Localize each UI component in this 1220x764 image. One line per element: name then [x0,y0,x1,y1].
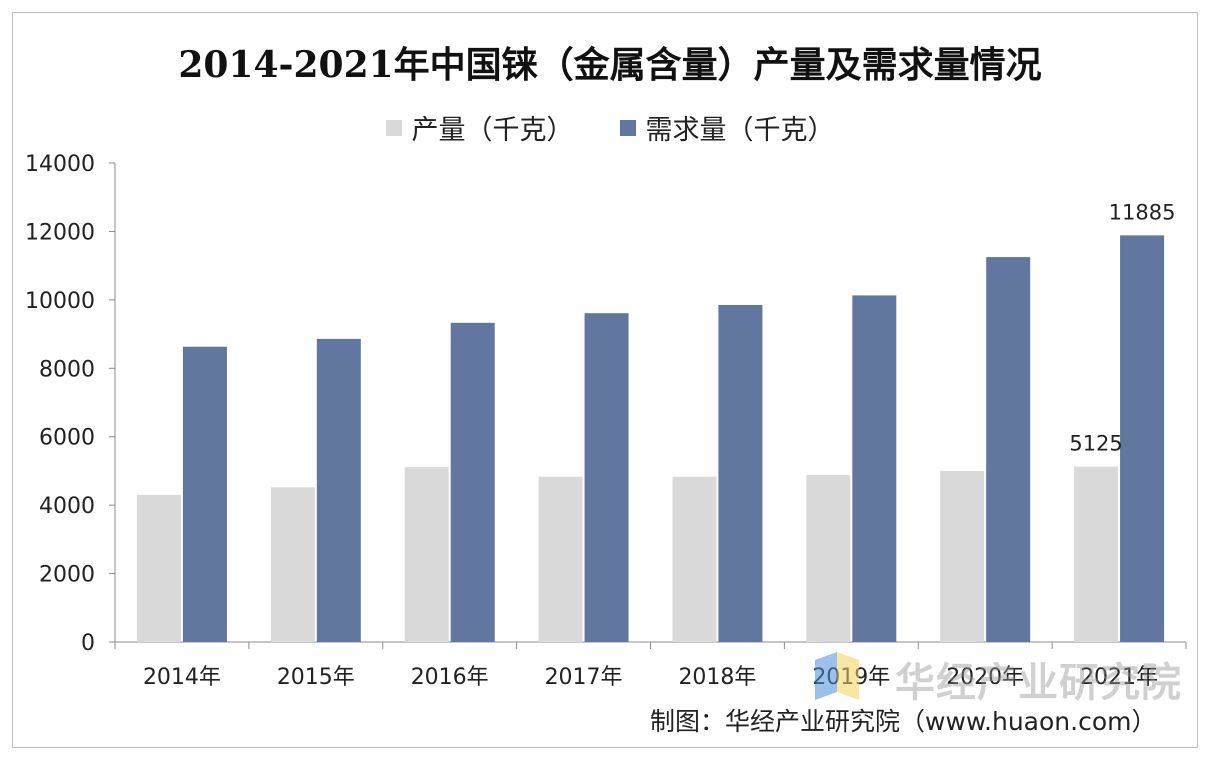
bar-production [270,487,315,642]
data-label: 11885 [1109,200,1176,224]
watermark-logo [815,652,877,700]
bar-production [538,476,583,642]
legend-swatch-demand [619,119,636,136]
x-tick-label: 2016年 [411,665,489,690]
chart-title: 2014-2021年中国铼（金属含量）产量及需求量情况 [178,44,1042,86]
x-tick-label: 2015年 [277,665,355,690]
bar-demand [986,257,1031,642]
legend-swatch-production [385,119,402,136]
data-label: 5125 [1069,432,1122,456]
x-tick-label: 2018年 [678,665,756,690]
bar-demand [182,346,227,642]
x-tick-label: 2021年 [1080,665,1158,690]
bar-demand [584,313,629,642]
chart-frame [12,12,1198,748]
bar-production [806,475,851,642]
legend-label-production: 产量（千克） [411,115,574,146]
y-tick-label: 0 [81,631,95,656]
bar-demand [852,295,897,642]
bar-production [404,467,449,642]
source-note: 制图：华经产业研究院（www.huaon.com） [650,707,1157,736]
y-tick-label: 2000 [39,563,95,588]
bar-demand [1120,235,1165,642]
y-tick-label: 8000 [39,357,95,382]
y-tick-label: 4000 [39,494,95,519]
bar-demand [718,304,763,642]
y-tick-label: 14000 [25,152,95,177]
bar-production [672,476,717,642]
y-tick-label: 12000 [25,220,95,245]
y-tick-label: 6000 [39,426,95,451]
x-tick-label: 2017年 [545,665,623,690]
legend-item-production: 产量（千克） [385,108,574,147]
bar-demand [316,338,361,642]
bar-production [136,494,181,642]
legend-item-demand: 需求量（千克） [619,108,835,147]
bar-production [1074,466,1119,642]
watermark-text: 华经产业研究院 [895,660,1182,706]
legend-label-demand: 需求量（千克） [645,115,835,146]
bar-production [940,470,985,642]
x-tick-label: 2014年 [143,665,221,690]
chart-legend: 产量（千克） 需求量（千克） [0,108,1220,147]
x-tick-label: 2020年 [946,665,1024,690]
bar-demand [450,322,495,642]
y-tick-label: 10000 [25,289,95,314]
